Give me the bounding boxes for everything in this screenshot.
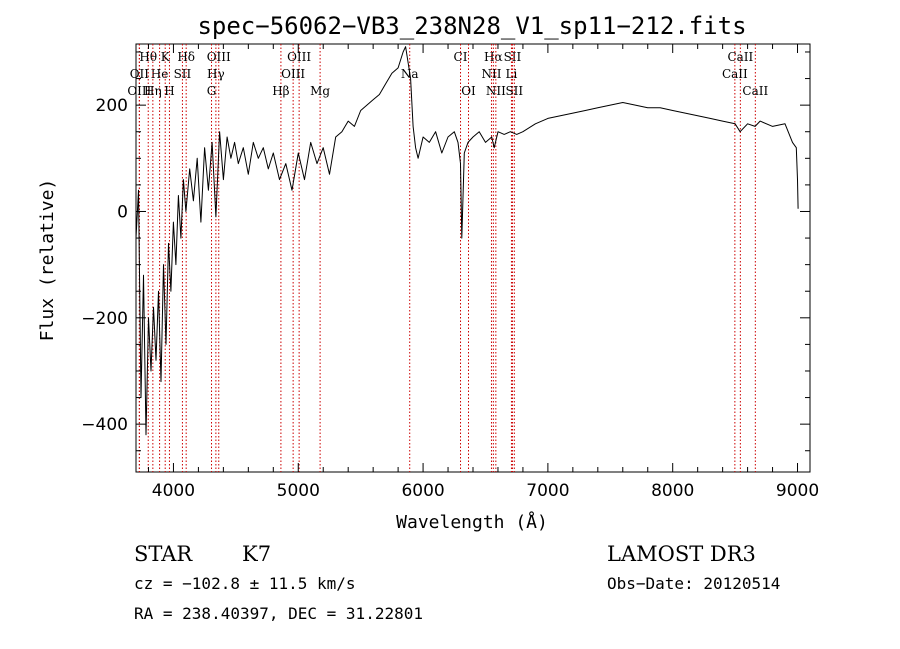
x-tick-label-5: 9000 — [776, 481, 819, 501]
marker-label-7: SII — [504, 50, 522, 64]
marker-label-4: OIII — [287, 50, 311, 64]
marker-label-21: G — [207, 84, 217, 98]
marker-label-5: CI — [454, 50, 468, 64]
marker-label-20: H — [164, 84, 174, 98]
object-class: STAR — [134, 542, 193, 566]
marker-label-13: OIII — [281, 67, 305, 81]
axis-ticks: 4000 5000 6000 7000 8000 9000 −400 −200 0 200 — [81, 44, 819, 501]
marker-label-17: CaII — [722, 67, 748, 81]
subclass: K7 — [242, 542, 271, 566]
marker-label-16: Li — [506, 67, 518, 81]
survey-name: LAMOST DR3 — [607, 542, 756, 566]
y-axis-label: Flux (relative) — [37, 179, 58, 342]
plot-frame — [135, 43, 811, 473]
observation-date: Obs−Date: 20120514 — [607, 574, 780, 593]
x-tick-label-4: 8000 — [651, 481, 694, 501]
chart-title: spec−56062−VB3_238N28_V1_sp11−212.fits — [197, 12, 746, 40]
redshift-velocity: cz = −102.8 ± 11.5 km/s — [134, 574, 356, 593]
series-line-0 — [135, 46, 799, 436]
y-tick-label-2: 0 — [117, 202, 128, 222]
marker-label-11: SII — [174, 67, 192, 81]
marker-label-1: K — [161, 50, 171, 64]
marker-label-25: NII — [486, 84, 506, 98]
marker-label-9: OII — [130, 67, 150, 81]
marker-label-0: Hθ — [139, 50, 157, 64]
marker-label-2: Hδ — [177, 50, 195, 64]
coordinates: RA = 238.40397, DEC = 31.22801 — [134, 604, 423, 623]
x-tick-label-1: 5000 — [277, 481, 320, 501]
marker-label-23: Mg — [310, 84, 330, 98]
spectrum-series — [135, 46, 799, 436]
y-tick-label-3: 200 — [96, 96, 128, 116]
marker-label-10: He — [151, 67, 169, 81]
x-axis-label: Wavelength (Å) — [396, 511, 548, 533]
marker-label-26: SII — [505, 84, 523, 98]
x-tick-label-0: 4000 — [152, 481, 195, 501]
marker-label-12: Hγ — [207, 67, 225, 81]
marker-label-8: CaII — [727, 50, 753, 64]
x-tick-label-3: 7000 — [526, 481, 569, 501]
marker-label-15: NII — [481, 67, 501, 81]
marker-label-24: OI — [461, 84, 476, 98]
marker-label-22: Hβ — [272, 84, 289, 98]
x-tick-label-2: 6000 — [401, 481, 444, 501]
y-tick-label-0: −400 — [81, 415, 128, 435]
marker-label-3: OIII — [207, 50, 231, 64]
marker-label-6: Hα — [484, 50, 503, 64]
y-tick-label-1: −200 — [81, 309, 128, 329]
marker-label-18: OIII — [127, 84, 151, 98]
marker-label-19: Hη — [144, 84, 162, 98]
marker-label-27: CaII — [742, 84, 768, 98]
